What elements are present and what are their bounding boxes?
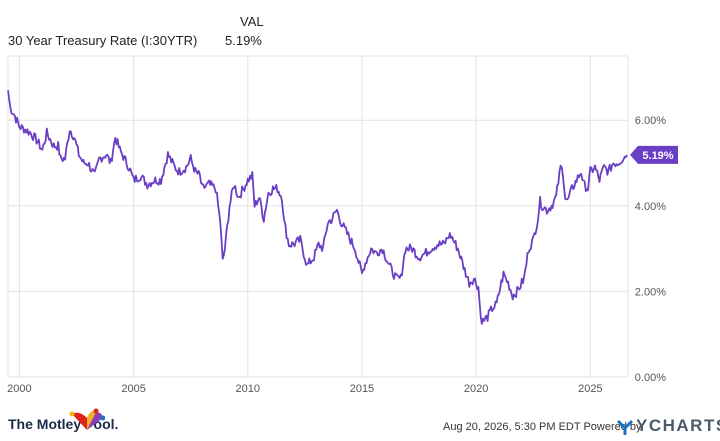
legend: VAL 30 Year Treasury Rate (I:30YTR) 5.19… bbox=[0, 0, 300, 56]
jester-hat-icon bbox=[69, 408, 105, 430]
y-tick-label: 4.00% bbox=[635, 201, 666, 213]
last-value-badge: 5.19% bbox=[630, 145, 678, 164]
ycharts-logo-icon bbox=[616, 419, 634, 435]
series-line[interactable] bbox=[7, 90, 628, 325]
y-tick-label: 0.00% bbox=[635, 372, 666, 384]
timestamp: Aug 20, 2026, 5:30 PM EDT Powered by bbox=[443, 421, 642, 433]
legend-column-header: VAL bbox=[240, 14, 264, 29]
series-layer bbox=[7, 90, 628, 325]
badge-shape bbox=[630, 145, 678, 164]
last-value-badge-layer: 5.19% bbox=[630, 145, 678, 164]
line-chart[interactable]: 2000 2005 2010 2015 2020 2025 0.00% 2.00% 4.00%… bbox=[0, 0, 720, 405]
ycharts-logo[interactable]: YCHARTS bbox=[636, 416, 720, 435]
grid-layer bbox=[7, 55, 629, 378]
x-tick-label: 2005 bbox=[121, 383, 145, 395]
x-tick-label: 2025 bbox=[578, 383, 602, 395]
y-tick-label: 6.00% bbox=[635, 115, 666, 127]
x-tick-label: 2015 bbox=[350, 383, 374, 395]
x-axis: 2000 2005 2010 2015 2020 2025 bbox=[7, 383, 602, 395]
y-axis: 0.00% 2.00% 4.00% 6.00% bbox=[635, 115, 666, 384]
footer: The Motley Fool. Aug 20, 2026, 5:30 PM E… bbox=[0, 405, 720, 441]
x-tick-label: 2000 bbox=[7, 383, 31, 395]
legend-series-value: 5.19% bbox=[225, 33, 262, 48]
legend-series-name[interactable]: 30 Year Treasury Rate (I:30YTR) bbox=[8, 33, 198, 48]
y-tick-label: 2.00% bbox=[635, 286, 666, 298]
x-tick-label: 2020 bbox=[464, 383, 488, 395]
x-tick-label: 2010 bbox=[236, 383, 260, 395]
badge-label: 5.19% bbox=[642, 150, 673, 162]
